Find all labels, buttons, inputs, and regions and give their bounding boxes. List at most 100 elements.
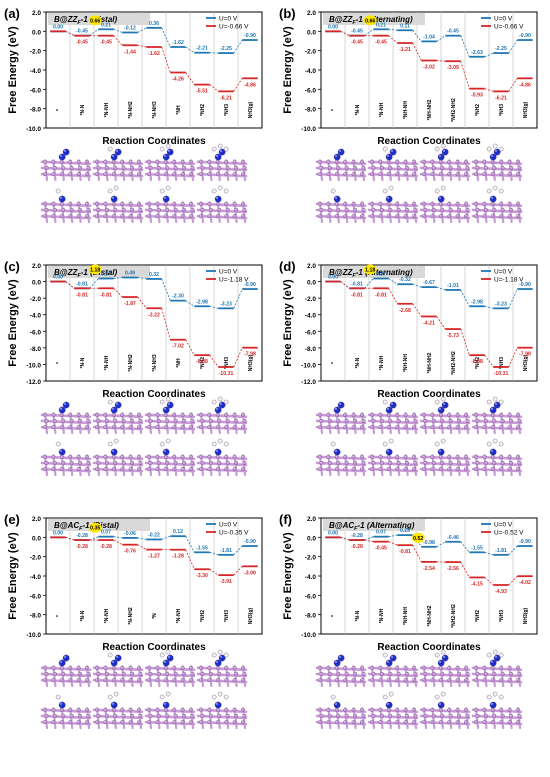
boron-atom-shine [414,714,416,716]
value-label: -0.81 [76,281,88,287]
connector [137,44,147,48]
boron-atom-shine [516,425,518,428]
hydrogen-atom-shine [389,439,392,442]
boron-atom-shine [43,160,45,162]
boron-atom-shine [395,708,398,710]
boron-atom-shine [441,672,443,674]
x-category-label: *NH3 [499,104,505,116]
boron-atom [146,707,151,712]
boron-atom-shine [395,467,398,470]
boron-atom-shine [78,166,81,168]
boron-atom [232,425,237,430]
boron-atom [84,678,89,683]
boron-atom-shine [104,666,106,668]
boron-atom-shine [424,419,426,421]
boron-atom [326,214,331,219]
boron-atom-shine [318,413,320,415]
boron-atom [463,172,468,177]
boron-atom-shine [483,413,485,415]
connector [233,39,243,54]
boron-atom [84,201,89,206]
value-label: -1.44 [124,49,136,55]
boron-atom-shine [181,467,183,470]
boron-atom-shine [166,166,168,168]
boron-atom [59,425,64,430]
boron-atom-shine [85,160,88,162]
hydrogen-atom [107,399,113,405]
boron-atom [515,665,520,670]
boron-atom [440,460,445,465]
boron-atom [378,172,383,177]
lattice-bond [367,720,419,726]
boron-atom-shine [147,455,149,457]
boron-atom [431,207,436,212]
boron-atom-shine [77,678,79,681]
boron-atom-shine [137,425,139,428]
lattice-bond [315,461,367,467]
boron-atom-shine [508,413,510,415]
hydrogen-atom [498,652,504,658]
nitrogen-atom-shine [115,655,119,659]
boron-atom [215,159,220,164]
nitrogen-atom-shine [386,449,390,453]
boron-atom-shine [493,714,495,716]
nitrogen-atom [166,654,174,662]
boron-atom [492,671,497,676]
hydrogen-atom-shine [218,144,221,147]
panel-label: (a) [4,6,20,21]
boron-atom [378,214,383,219]
hydrogen-atom [498,399,504,405]
boron-atom [396,207,401,212]
boron-atom-shine [380,208,382,210]
boron-atom-shine [149,461,151,463]
value-label: -0.45 [76,29,88,35]
value-label: -0.28 [351,533,363,539]
boron-atom-shine [422,666,424,668]
boron-atom-shine [105,166,107,168]
boron-atom-shine [412,413,414,415]
title-box [323,519,425,531]
boron-atom [465,713,470,718]
boron-atom [515,214,520,219]
boron-atom-shine [318,666,320,668]
connector [185,339,195,356]
boron-atom-shine [218,208,220,210]
boron-atom [44,671,49,676]
boron-atom-shine [379,214,381,217]
boron-atom-shine [60,455,62,457]
boron-atom-shine [483,678,485,681]
lattice-bond [471,160,523,166]
boron-atom [188,467,193,472]
lattice-bond [196,666,248,672]
boron-atom [463,665,468,670]
boron-atom-shine [52,202,54,204]
boron-atom [463,720,468,725]
boron-atom-shine [379,425,381,428]
boron-atom [104,418,109,423]
boron-atom-shine [499,172,502,175]
lattice-bond [367,208,419,214]
boron-atom [395,665,400,670]
boron-atom [138,165,143,170]
boron-atom [240,678,245,683]
connector [388,541,398,546]
value-label: -2.25 [495,46,507,52]
boron-atom [130,207,135,212]
x-category-label: *NH-NH2 [427,99,433,120]
boron-atom-shine [234,166,237,168]
boron-atom-shine [68,172,71,175]
boron-atom [396,165,401,170]
nitrogen-atom-shine [59,660,63,664]
x-category-label: *NH2-NH2 [451,604,457,628]
boron-atom [120,678,125,683]
boron-atom-shine [501,419,503,421]
nitrogen-atom-shine [63,402,67,406]
lattice-bond [92,166,144,172]
x-category-label: *N-N [80,610,86,621]
lattice-bond [315,419,367,425]
barrier-highlight [411,532,425,543]
boron-atom [318,467,323,472]
boron-atom-shine [389,672,391,674]
boron-atom-shine [233,708,235,710]
nitrogen-atom [58,448,66,456]
